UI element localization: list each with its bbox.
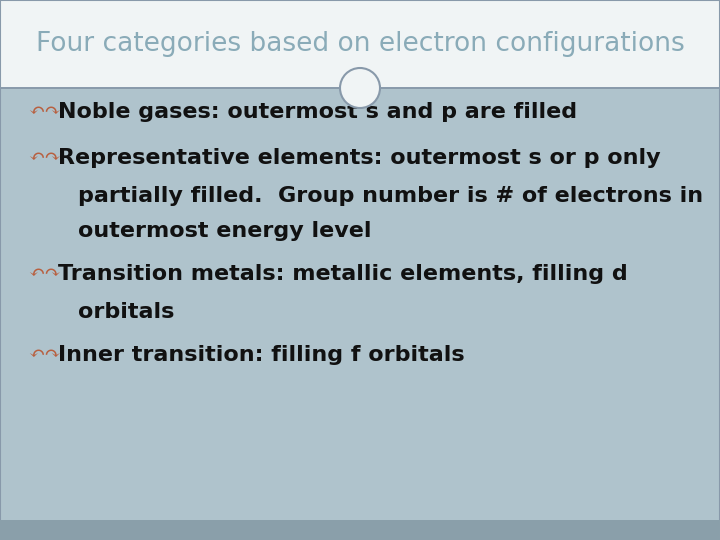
Text: ↶↷: ↶↷ xyxy=(28,346,60,364)
Text: ↶↷: ↶↷ xyxy=(28,265,60,283)
Text: outermost energy level: outermost energy level xyxy=(78,221,372,241)
Circle shape xyxy=(340,68,380,108)
Text: Inner transition: filling f orbitals: Inner transition: filling f orbitals xyxy=(58,345,464,365)
Text: Four categories based on electron configurations: Four categories based on electron config… xyxy=(35,31,685,57)
Text: partially filled.  Group number is # of electrons in: partially filled. Group number is # of e… xyxy=(78,186,703,206)
Text: ↶↷: ↶↷ xyxy=(28,149,60,167)
Text: ↶↷: ↶↷ xyxy=(28,103,60,121)
Text: Representative elements: outermost s or p only: Representative elements: outermost s or … xyxy=(58,148,661,168)
Text: orbitals: orbitals xyxy=(78,302,174,322)
FancyBboxPatch shape xyxy=(0,0,720,88)
FancyBboxPatch shape xyxy=(0,520,720,540)
Text: Transition metals: metallic elements, filling d: Transition metals: metallic elements, fi… xyxy=(58,264,628,284)
Text: Noble gases: outermost s and p are filled: Noble gases: outermost s and p are fille… xyxy=(58,102,577,122)
